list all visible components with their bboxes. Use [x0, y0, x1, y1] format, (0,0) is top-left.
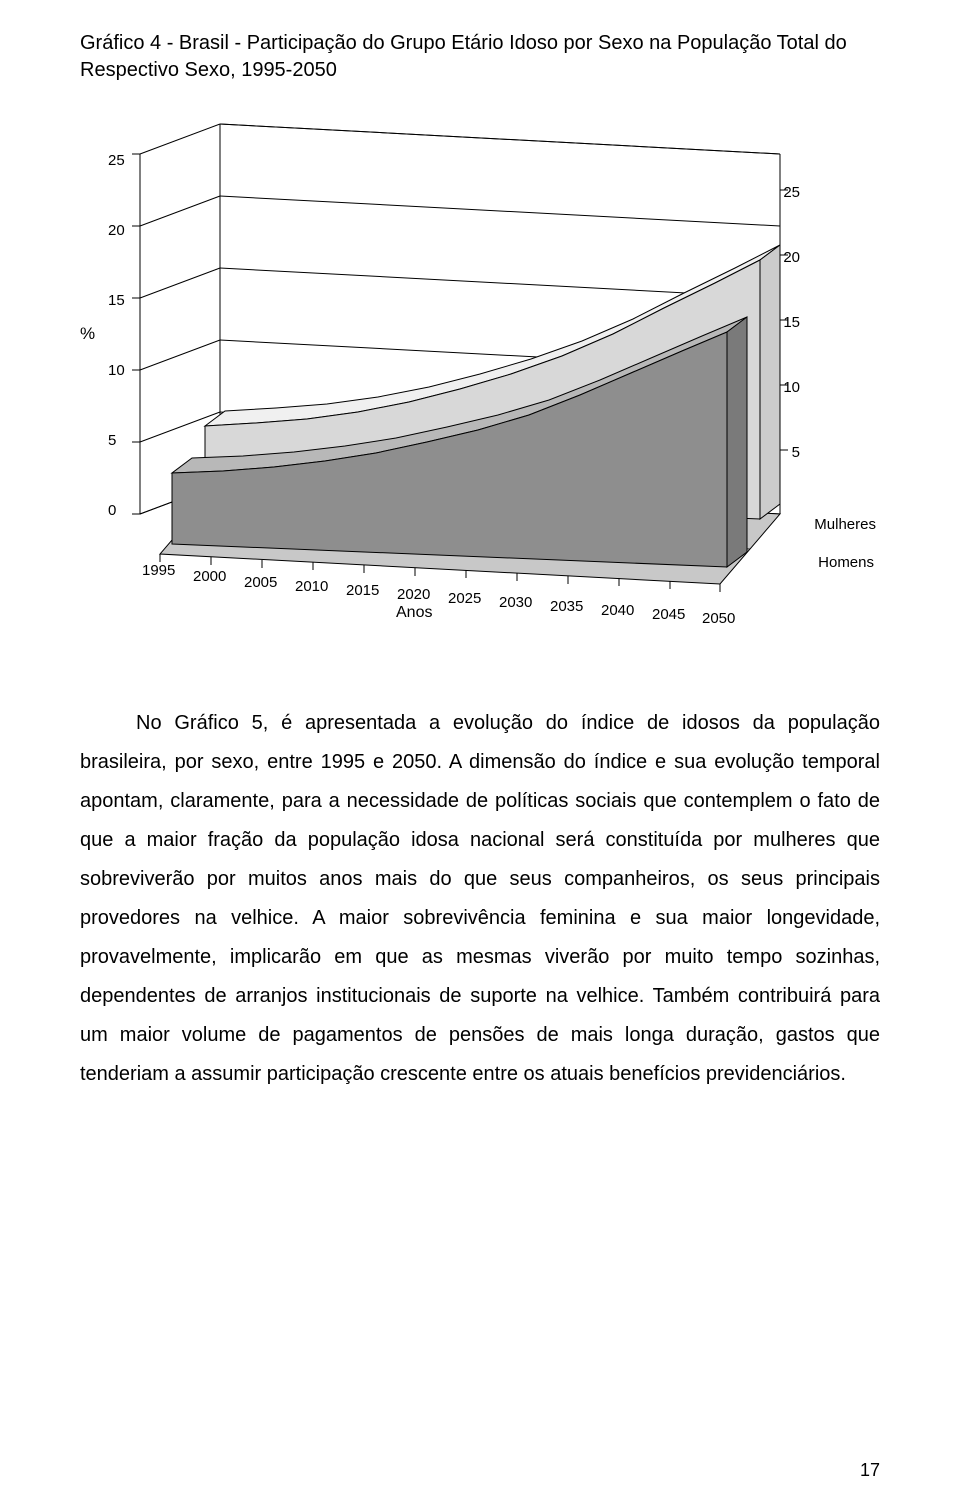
y-right-15: 15 [783, 314, 800, 331]
x-1995: 1995 [142, 562, 175, 579]
y-left-20: 20 [108, 222, 125, 239]
y-left-15: 15 [108, 292, 125, 309]
x-2045: 2045 [652, 606, 685, 623]
chart-3d-area: 25 20 15 10 5 0 % 25 20 15 10 5 Mulheres… [80, 104, 880, 644]
y-axis-label: % [80, 324, 95, 344]
x-2010: 2010 [295, 578, 328, 595]
x-2040: 2040 [601, 602, 634, 619]
x-2035: 2035 [550, 598, 583, 615]
y-left-5: 5 [108, 432, 116, 449]
y-right-20: 20 [783, 249, 800, 266]
page-number: 17 [860, 1460, 880, 1481]
y-left-0: 0 [108, 502, 116, 519]
chart-title: Gráfico 4 - Brasil - Participação do Gru… [80, 30, 880, 84]
x-2030: 2030 [499, 594, 532, 611]
chart-svg [80, 104, 880, 644]
body-paragraph: No Gráfico 5, é apresentada a evolução d… [80, 704, 880, 1094]
x-axis-label: Anos [396, 604, 432, 622]
y-left-10: 10 [108, 362, 125, 379]
x-2015: 2015 [346, 582, 379, 599]
x-2025: 2025 [448, 590, 481, 607]
x-2005: 2005 [244, 574, 277, 591]
y-right-25: 25 [783, 184, 800, 201]
y-right-10: 10 [783, 379, 800, 396]
x-2020: 2020 [397, 586, 430, 603]
y-left-25: 25 [108, 152, 125, 169]
legend-homens: Homens [818, 554, 874, 571]
x-2050: 2050 [702, 610, 735, 627]
x-2000: 2000 [193, 568, 226, 585]
legend-mulheres: Mulheres [814, 516, 876, 533]
y-right-5: 5 [792, 444, 800, 461]
